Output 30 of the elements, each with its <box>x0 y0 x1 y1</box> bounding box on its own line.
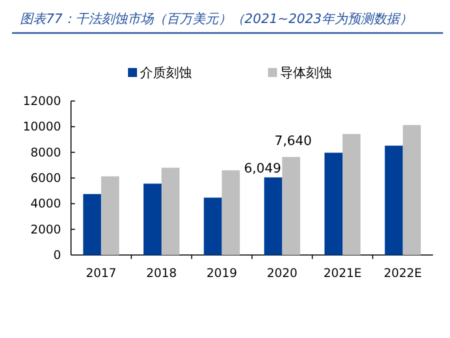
legend-label: 导体刻蚀 <box>280 66 332 81</box>
bar <box>162 168 180 255</box>
bar <box>144 184 162 255</box>
data-label: 6,049 <box>244 161 282 176</box>
x-tick-label: 2020 <box>266 266 298 280</box>
y-tick-label: 12000 <box>22 94 61 108</box>
chart-title: 图表77：干法刻蚀市场（百万美元）（2021~2023年为预测数据） <box>20 11 413 27</box>
legend-label: 介质刻蚀 <box>140 66 192 81</box>
x-tick-label: 2022E <box>384 266 422 280</box>
y-tick-label: 0 <box>53 248 61 262</box>
y-tick-label: 2000 <box>30 222 61 236</box>
bar <box>204 198 222 255</box>
y-tick-label: 8000 <box>30 145 61 160</box>
bar <box>324 152 342 255</box>
y-tick-label: 6000 <box>30 171 61 185</box>
bar <box>264 177 282 255</box>
data-label: 7,640 <box>274 134 312 149</box>
x-tick-label: 2019 <box>206 266 238 280</box>
x-tick-label: 2017 <box>86 266 116 280</box>
bar <box>402 125 421 255</box>
bar <box>384 146 403 255</box>
bar <box>342 134 360 255</box>
y-tick-label: 10000 <box>22 120 61 134</box>
x-tick-label: 2021E <box>323 266 362 280</box>
bar <box>222 170 240 255</box>
y-tick-label: 4000 <box>30 196 61 211</box>
bar <box>83 194 102 255</box>
bar <box>282 156 300 255</box>
x-tick-label: 2018 <box>146 266 177 280</box>
bar <box>101 176 120 255</box>
